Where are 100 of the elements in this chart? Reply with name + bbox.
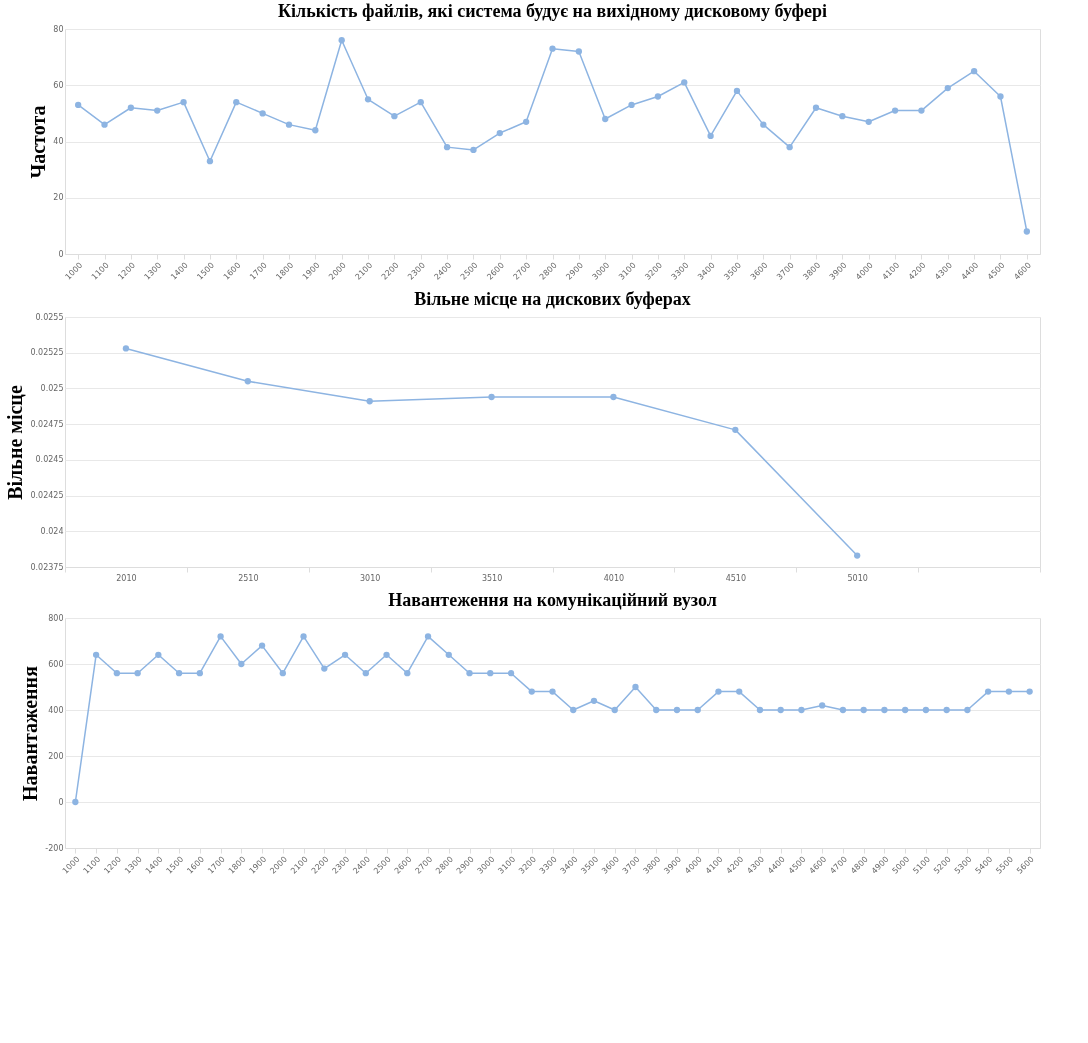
- point: [673, 706, 681, 714]
- point: [549, 688, 556, 695]
- point: [217, 633, 224, 640]
- point: [180, 98, 187, 106]
- point: [134, 670, 141, 677]
- point: [258, 642, 266, 649]
- point: [522, 118, 530, 125]
- point: [443, 143, 451, 151]
- point: [424, 633, 432, 640]
- point: [404, 670, 411, 677]
- y-tick-label: 0: [58, 797, 64, 807]
- point: [92, 651, 100, 658]
- point: [300, 633, 307, 640]
- point: [507, 670, 515, 677]
- point: [839, 113, 846, 120]
- point: [681, 79, 688, 86]
- point: [733, 87, 741, 95]
- point: [610, 393, 617, 401]
- point: [366, 398, 373, 405]
- point: [819, 702, 826, 709]
- point: [175, 670, 183, 677]
- point: [970, 68, 978, 75]
- point: [602, 115, 609, 123]
- y-axis-title: Частота: [27, 105, 50, 179]
- point: [445, 651, 452, 658]
- point: [865, 118, 872, 125]
- point: [922, 706, 930, 714]
- point: [155, 651, 162, 658]
- x-tick-label: 2010: [116, 573, 137, 583]
- point: [75, 101, 82, 109]
- point: [244, 378, 251, 385]
- y-tick-label: -200: [45, 843, 64, 853]
- point: [854, 552, 861, 559]
- point: [707, 132, 714, 140]
- point: [902, 706, 909, 714]
- point: [839, 706, 847, 714]
- point: [812, 104, 820, 111]
- y-tick-label: 200: [48, 751, 64, 761]
- y-tick-label: 600: [48, 659, 64, 669]
- point: [312, 127, 319, 134]
- point: [736, 688, 743, 695]
- point: [918, 107, 925, 114]
- y-tick-label: 0.0255: [35, 312, 64, 322]
- point: [383, 651, 390, 658]
- point: [285, 121, 293, 128]
- point: [1023, 228, 1030, 235]
- y-tick-label: 0.024: [40, 526, 64, 536]
- point: [570, 706, 577, 714]
- y-tick-label: 40: [53, 137, 64, 146]
- point: [549, 45, 556, 52]
- point: [984, 688, 992, 695]
- y-tick-label: 20: [53, 193, 64, 203]
- y-tick-label: 0.025: [40, 383, 64, 393]
- y-tick-label: 60: [53, 80, 64, 90]
- point: [101, 121, 108, 128]
- point: [122, 345, 130, 352]
- point: [72, 798, 79, 806]
- y-axis-title: Навантаження: [19, 665, 42, 801]
- point: [786, 143, 793, 151]
- point: [233, 98, 240, 106]
- chart-title: Вільне місце на дискових буферах: [414, 289, 691, 309]
- point: [362, 670, 369, 677]
- x-tick-label: 3510: [481, 573, 503, 583]
- point: [881, 706, 888, 714]
- y-tick-label: 0.0245: [35, 455, 64, 465]
- point: [259, 110, 266, 117]
- point: [611, 706, 618, 714]
- point: [964, 706, 971, 714]
- point: [279, 670, 286, 677]
- point: [127, 104, 135, 111]
- point: [417, 98, 424, 106]
- x-tick-label: 3010: [360, 573, 381, 583]
- y-tick-label: 0.02525: [30, 348, 64, 358]
- point: [777, 706, 784, 714]
- point: [654, 93, 662, 100]
- point: [496, 129, 503, 137]
- point: [321, 665, 328, 672]
- y-tick-label: 400: [48, 705, 64, 715]
- point: [694, 706, 701, 714]
- point: [590, 697, 598, 704]
- point: [653, 706, 660, 714]
- point: [364, 96, 372, 103]
- y-tick-label: 800: [48, 613, 64, 623]
- point: [238, 660, 245, 668]
- x-tick-label: 4010: [603, 573, 625, 583]
- x-tick-label: 2510: [238, 573, 259, 583]
- y-tick-label: 0.02425: [30, 491, 64, 501]
- point: [487, 670, 494, 677]
- point: [466, 670, 473, 677]
- point: [1005, 688, 1013, 695]
- point: [756, 706, 764, 714]
- chart-title: Кількість файлів, які система будує на вихідному дисковому буфері: [278, 1, 827, 21]
- y-tick-label: 80: [53, 24, 64, 34]
- point: [732, 426, 739, 434]
- point: [528, 688, 535, 695]
- point: [715, 688, 722, 695]
- chart-title: Навантеження на комунікаційний вузол: [388, 590, 717, 610]
- point: [891, 107, 899, 114]
- point: [391, 113, 398, 120]
- point: [943, 706, 950, 714]
